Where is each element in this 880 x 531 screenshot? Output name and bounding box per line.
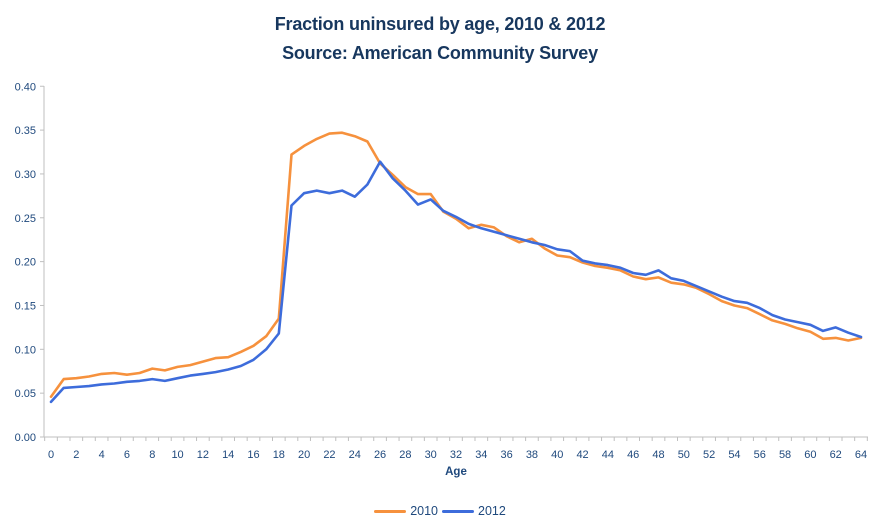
y-tick-label: 0.15 xyxy=(15,300,36,312)
x-tick-label: 6 xyxy=(124,449,130,461)
legend-item-2012: 2012 xyxy=(442,504,506,518)
x-tick-label: 56 xyxy=(754,449,766,461)
x-tick-label: 58 xyxy=(779,449,791,461)
x-tick-label: 34 xyxy=(475,449,487,461)
chart-subtitle: Source: American Community Survey xyxy=(282,43,598,63)
x-tick-label: 42 xyxy=(576,449,588,461)
x-tick-label: 32 xyxy=(450,449,462,461)
x-axis-title: Age xyxy=(445,466,467,478)
y-tick-label: 0.10 xyxy=(15,344,36,356)
y-tick-label: 0.25 xyxy=(15,213,36,225)
x-tick-label: 44 xyxy=(602,449,614,461)
x-tick-label: 12 xyxy=(197,449,209,461)
legend-item-2010: 2010 xyxy=(374,504,438,518)
x-tick-label: 28 xyxy=(399,449,411,461)
y-tick-label: 0.20 xyxy=(15,257,36,269)
legend-label-2010: 2010 xyxy=(410,504,438,518)
x-tick-label: 48 xyxy=(652,449,664,461)
x-tick-label: 38 xyxy=(526,449,538,461)
x-tick-label: 24 xyxy=(349,449,361,461)
x-tick-label: 18 xyxy=(273,449,285,461)
chart-title: Fraction uninsured by age, 2010 & 2012 xyxy=(274,14,606,34)
x-tick-label: 46 xyxy=(627,449,639,461)
x-tick-label: 16 xyxy=(247,449,259,461)
x-tick-label: 14 xyxy=(222,449,234,461)
x-tick-label: 64 xyxy=(855,449,867,461)
x-tick-label: 20 xyxy=(298,449,310,461)
x-tick-label: 50 xyxy=(678,449,690,461)
x-tick-label: 2 xyxy=(73,449,79,461)
x-tick-label: 62 xyxy=(830,449,842,461)
x-tick-label: 0 xyxy=(48,449,54,461)
x-tick-label: 30 xyxy=(425,449,437,461)
x-tick-label: 8 xyxy=(149,449,155,461)
x-tick-label: 52 xyxy=(703,449,715,461)
x-tick-label: 26 xyxy=(374,449,386,461)
y-tick-label: 0.05 xyxy=(15,388,36,400)
x-tick-label: 60 xyxy=(804,449,816,461)
y-tick-label: 0.35 xyxy=(15,125,36,137)
x-tick-label: 36 xyxy=(501,449,513,461)
x-tick-label: 10 xyxy=(171,449,183,461)
y-tick-label: 0.40 xyxy=(15,81,36,93)
x-tick-label: 54 xyxy=(728,449,740,461)
legend-swatch-2010-icon xyxy=(374,509,407,513)
title-block: Fraction uninsured by age, 2010 & 2012 S… xyxy=(0,10,880,68)
x-tick-label: 40 xyxy=(551,449,563,461)
line-chart: 0.000.050.100.150.200.250.300.350.400 2 4 6… xyxy=(15,81,868,478)
legend-swatch-2012-icon xyxy=(442,509,474,513)
legend: 2010 2012 xyxy=(0,500,880,522)
y-tick-label: 0.00 xyxy=(15,432,36,444)
x-tick-label: 4 xyxy=(99,449,105,461)
series-2010-line xyxy=(49,131,863,399)
y-tick-label: 0.30 xyxy=(15,169,36,181)
series-2012-line xyxy=(49,160,863,404)
legend-label-2012: 2012 xyxy=(478,504,506,518)
x-tick-label: 22 xyxy=(323,449,335,461)
